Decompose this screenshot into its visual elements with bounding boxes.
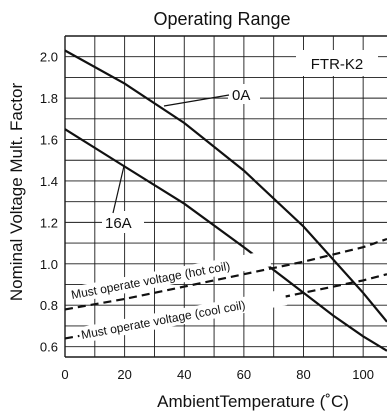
label-0a-leader	[163, 94, 230, 107]
y-tick-label: 1.0	[40, 257, 58, 272]
y-axis-label: Nominal Voltage Mult. Factor	[7, 83, 26, 302]
y-tick-label: 1.4	[40, 174, 58, 189]
x-tick-label: 80	[296, 367, 310, 382]
label-0a: 0A	[232, 87, 250, 104]
x-tick-label: 100	[352, 367, 374, 382]
x-tick-label: 0	[61, 367, 68, 382]
series-line-cool-coil	[64, 273, 387, 340]
label-16a-backdrop	[102, 211, 144, 233]
x-tick-label: 20	[117, 367, 131, 382]
chart-title: Operating Range	[153, 9, 290, 29]
y-tick-label: 2.0	[40, 50, 58, 65]
x-tick-label: 60	[237, 367, 251, 382]
plot-grid	[64, 35, 387, 358]
y-tick-labels: 0.6 0.8 1.0 1.2 1.4 1.6 1.8 2.0	[40, 50, 58, 355]
hot-coil-label: Must operate voltage (hot coil)	[70, 259, 231, 302]
annotations: FTR-K2 0A 16A Must operate voltage (hot coi…	[67, 50, 378, 344]
y-tick-label: 1.2	[40, 215, 58, 230]
series-line-0a	[64, 49, 387, 323]
x-axis-label: AmbientTemperature (˚C)	[157, 392, 349, 411]
hot-coil-label-group: Must operate voltage (hot coil)	[67, 250, 272, 304]
label-16a-leader	[112, 165, 125, 214]
series-line-hot-coil	[64, 237, 387, 311]
cool-coil-label-group: Must operate voltage (cool coil)	[77, 289, 288, 344]
y-tick-label: 1.8	[40, 91, 58, 106]
x-tick-labels: 0 20 40 60 80 100	[61, 367, 374, 382]
label-16a: 16A	[105, 215, 132, 232]
series-line-16a	[64, 128, 387, 352]
y-tick-label: 1.6	[40, 133, 58, 148]
label-0a-backdrop	[228, 84, 260, 104]
model-label: FTR-K2	[311, 56, 364, 73]
hot-coil-label-backdrop	[67, 250, 272, 304]
y-tick-label: 0.8	[40, 298, 58, 313]
x-tick-label: 40	[177, 367, 191, 382]
cool-coil-label-backdrop	[77, 289, 288, 344]
series-layer	[64, 49, 387, 352]
model-label-backdrop	[296, 50, 378, 76]
cool-coil-label: Must operate voltage (cool coil)	[80, 298, 247, 342]
y-tick-label: 0.6	[40, 340, 58, 355]
